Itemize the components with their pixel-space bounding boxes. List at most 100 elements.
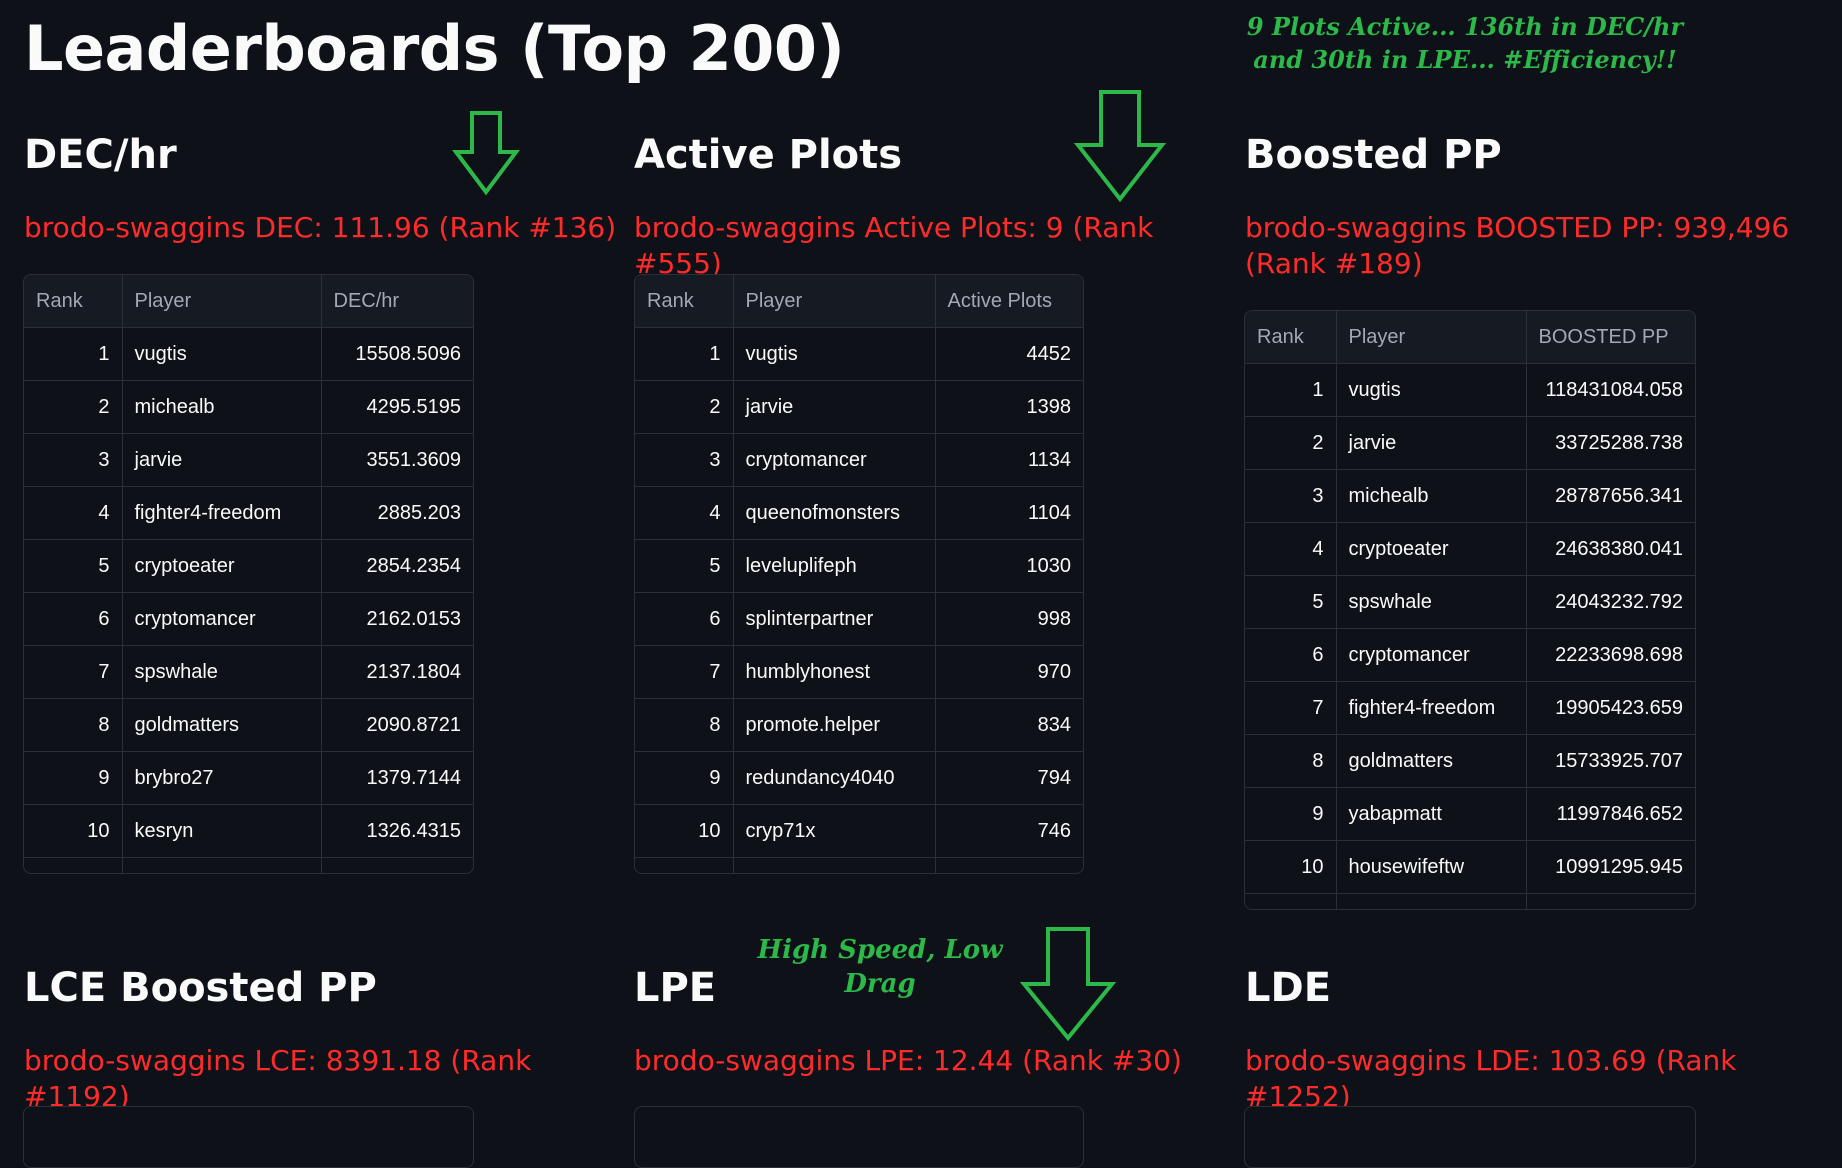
table-row[interactable]: 9 brybro27 1379.7144	[24, 751, 473, 805]
table-row[interactable]: 2 jarvie 33725288.738	[1245, 416, 1695, 470]
table-row[interactable]: 9 redundancy4040 794	[635, 751, 1083, 805]
rank-cell: 4	[635, 486, 734, 540]
column-header-player[interactable]: Player	[733, 275, 936, 328]
player-cell: cryptomancer	[733, 433, 936, 487]
player-cell: humblyhonest	[733, 645, 936, 699]
value-cell: 2885.203	[321, 486, 473, 540]
value-cell: 4452	[935, 327, 1083, 381]
section-boosted-pp: Boosted PP brodo-swaggins BOOSTED PP: 93…	[1245, 132, 1842, 280]
table-row[interactable]: 4 cryptoeater 24638380.041	[1245, 522, 1695, 576]
boosted-pp-table[interactable]: Rank Player BOOSTED PP 1 vugtis 118431084.…	[1244, 310, 1696, 910]
player-cell: cryp71x	[733, 804, 936, 858]
annotation-top: 9 Plots Active... 136th in DEC/hr and 30…	[1230, 10, 1700, 76]
table-row[interactable]: 5 cryptoeater 2854.2354	[24, 539, 473, 593]
lde-table[interactable]	[1244, 1106, 1696, 1168]
value-cell: 4295.5195	[321, 380, 473, 434]
table-row[interactable]: 8 goldmatters 2090.8721	[24, 698, 473, 752]
table-row[interactable]: 1 vugtis 15508.5096	[24, 327, 473, 381]
table-row[interactable]: 10 kesryn 1326.4315	[24, 804, 473, 858]
table-row[interactable]: 3 jarvie 3551.3609	[24, 433, 473, 487]
player-cell: queenofmonsters	[733, 486, 936, 540]
value-cell: 1398	[935, 380, 1083, 434]
table-row[interactable]: 1 vugtis 4452	[635, 327, 1083, 381]
table-row[interactable]: 8 promote.helper 834	[635, 698, 1083, 752]
table-row[interactable]: 9 yabapmatt 11997846.652	[1245, 787, 1695, 841]
section-title: Active Plots	[634, 132, 903, 178]
player-cell: jarvie	[733, 380, 936, 434]
rank-cell: 6	[1245, 628, 1337, 682]
player-stat: brodo-swaggins DEC: 111.96 (Rank #136)	[24, 211, 617, 244]
table-row[interactable]: 5 leveluplifeph 1030	[635, 539, 1083, 593]
player-cell: cryptomancer	[122, 592, 322, 646]
value-cell: 2854.2354	[321, 539, 473, 593]
table-row[interactable]: 2 michealb 4295.5195	[24, 380, 473, 434]
table-row[interactable]	[1245, 893, 1695, 909]
table-row[interactable]	[635, 857, 1083, 873]
section-title: LPE	[634, 965, 717, 1011]
player-cell: michealb	[1336, 469, 1527, 523]
table-row[interactable]	[24, 857, 473, 873]
table: Rank Player Active Plots 1 vugtis 4452 2 ja…	[635, 275, 1083, 873]
player-cell: vugtis	[122, 327, 322, 381]
table-row[interactable]: 10 cryp71x 746	[635, 804, 1083, 858]
table-row[interactable]: 5 spswhale 24043232.792	[1245, 575, 1695, 629]
lce-table[interactable]	[23, 1106, 474, 1168]
rank-cell: 2	[24, 380, 123, 434]
rank-cell: 9	[24, 751, 123, 805]
table-row[interactable]: 7 fighter4-freedom 19905423.659	[1245, 681, 1695, 735]
table-row[interactable]: 3 michealb 28787656.341	[1245, 469, 1695, 523]
table-row[interactable]: 1 vugtis 118431084.058	[1245, 363, 1695, 417]
player-cell: brybro27	[122, 751, 322, 805]
player-cell: goldmatters	[122, 698, 322, 752]
table-row[interactable]: 2 jarvie 1398	[635, 380, 1083, 434]
section-title: DEC/hr	[24, 132, 177, 178]
table-row[interactable]: 7 spswhale 2137.1804	[24, 645, 473, 699]
section-active-plots: Active Plots brodo-swaggins Active Plots…	[634, 132, 1234, 280]
column-header-player[interactable]: Player	[122, 275, 322, 328]
value-cell: 11997846.652	[1526, 787, 1695, 841]
column-header-rank[interactable]: Rank	[635, 275, 734, 328]
table-row[interactable]: 8 goldmatters 15733925.707	[1245, 734, 1695, 788]
player-stat: brodo-swaggins Active Plots: 9 (Rank #55…	[634, 211, 1154, 280]
player-cell: kesryn	[122, 804, 322, 858]
table-row[interactable]: 10 housewifeftw 10991295.945	[1245, 840, 1695, 894]
player-cell: cryptomancer	[1336, 628, 1527, 682]
column-header-value[interactable]: BOOSTED PP	[1526, 311, 1695, 364]
rank-cell: 4	[1245, 522, 1337, 576]
value-cell: 1134	[935, 433, 1083, 487]
table-header-row: Rank Player DEC/hr	[24, 275, 473, 328]
dec-hr-table[interactable]: Rank Player DEC/hr 1 vugtis 15508.5096 2 mi…	[23, 274, 474, 874]
column-header-value[interactable]: Active Plots	[935, 275, 1083, 328]
column-header-rank[interactable]: Rank	[24, 275, 123, 328]
player-cell: yabapmatt	[1336, 787, 1527, 841]
value-cell: 746	[935, 804, 1083, 858]
column-header-rank[interactable]: Rank	[1245, 311, 1337, 364]
table-row[interactable]: 6 splinterpartner 998	[635, 592, 1083, 646]
player-stat: brodo-swaggins LPE: 12.44 (Rank #30)	[634, 1044, 1182, 1077]
table-row[interactable]: 6 cryptomancer 22233698.698	[1245, 628, 1695, 682]
lpe-table[interactable]	[634, 1106, 1084, 1168]
player-stat: brodo-swaggins LDE: 103.69 (Rank #1252)	[1245, 1044, 1737, 1113]
column-header-player[interactable]: Player	[1336, 311, 1527, 364]
column-header-value[interactable]: DEC/hr	[321, 275, 473, 328]
table-row[interactable]: 7 humblyhonest 970	[635, 645, 1083, 699]
table-row[interactable]: 6 cryptomancer 2162.0153	[24, 592, 473, 646]
player-stat: brodo-swaggins BOOSTED PP: 939,496 (Rank…	[1245, 211, 1790, 280]
active-plots-table[interactable]: Rank Player Active Plots 1 vugtis 4452 2 ja…	[634, 274, 1084, 874]
down-arrow-icon	[1074, 90, 1166, 203]
annotation-top-line1: 9 Plots Active... 136th in DEC/hr	[1246, 12, 1684, 41]
player-stat: brodo-swaggins LCE: 8391.18 (Rank #1192)	[24, 1044, 532, 1113]
player-cell: michealb	[122, 380, 322, 434]
rank-cell: 3	[1245, 469, 1337, 523]
table-row[interactable]: 4 queenofmonsters 1104	[635, 486, 1083, 540]
annotation-mid: High Speed, Low Drag	[757, 935, 1003, 999]
value-cell: 22233698.698	[1526, 628, 1695, 682]
table-row[interactable]: 3 cryptomancer 1134	[635, 433, 1083, 487]
rank-cell: 9	[1245, 787, 1337, 841]
section-title: Boosted PP	[1245, 132, 1502, 178]
value-cell: 28787656.341	[1526, 469, 1695, 523]
table-row[interactable]: 4 fighter4-freedom 2885.203	[24, 486, 473, 540]
rank-cell: 6	[24, 592, 123, 646]
player-cell: splinterpartner	[733, 592, 936, 646]
table-header-row: Rank Player BOOSTED PP	[1245, 311, 1695, 364]
